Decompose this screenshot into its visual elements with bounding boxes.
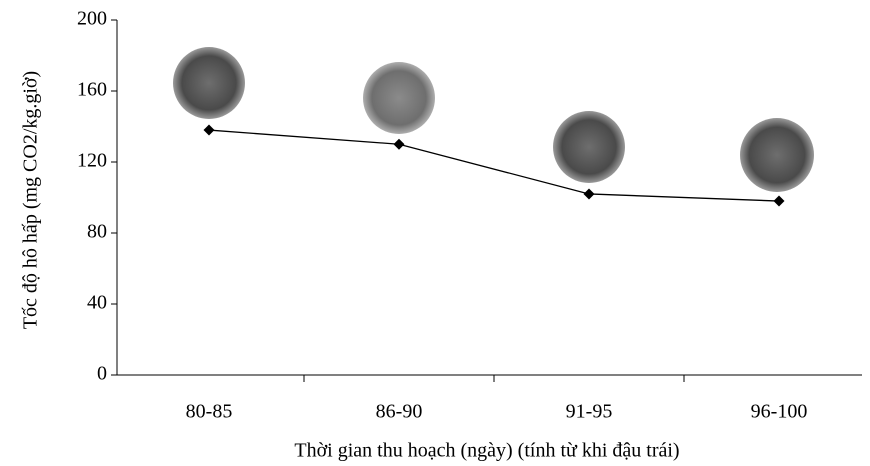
y-tick-label: 0 [97, 363, 107, 385]
y-tick-label: 160 [77, 79, 107, 101]
marker [203, 124, 215, 136]
y-tick-label: 120 [77, 150, 107, 172]
fruit-image [363, 62, 435, 134]
x-tick-label: 96-100 [751, 401, 808, 423]
y-tick-label: 200 [77, 8, 107, 30]
fruit-image [173, 47, 245, 119]
fruit-image [740, 118, 814, 192]
marker [773, 195, 785, 207]
line [208, 129, 780, 202]
y-tick-label: 40 [87, 292, 107, 314]
x-axis-label: Thời gian thu hoạch (ngày) (tính từ khi … [294, 440, 679, 462]
fruit-image [553, 111, 625, 183]
x-tick-label: 80-85 [186, 401, 233, 423]
y-axis-label: Tốc độ hô hấp (mg CO2/kg.giờ) [20, 71, 42, 329]
x-tick-label: 91-95 [566, 401, 613, 423]
x-tick-label: 86-90 [376, 401, 423, 423]
y-tick-label: 80 [87, 221, 107, 243]
fruit-images [173, 47, 814, 192]
marker [583, 188, 595, 200]
marker [393, 138, 405, 150]
